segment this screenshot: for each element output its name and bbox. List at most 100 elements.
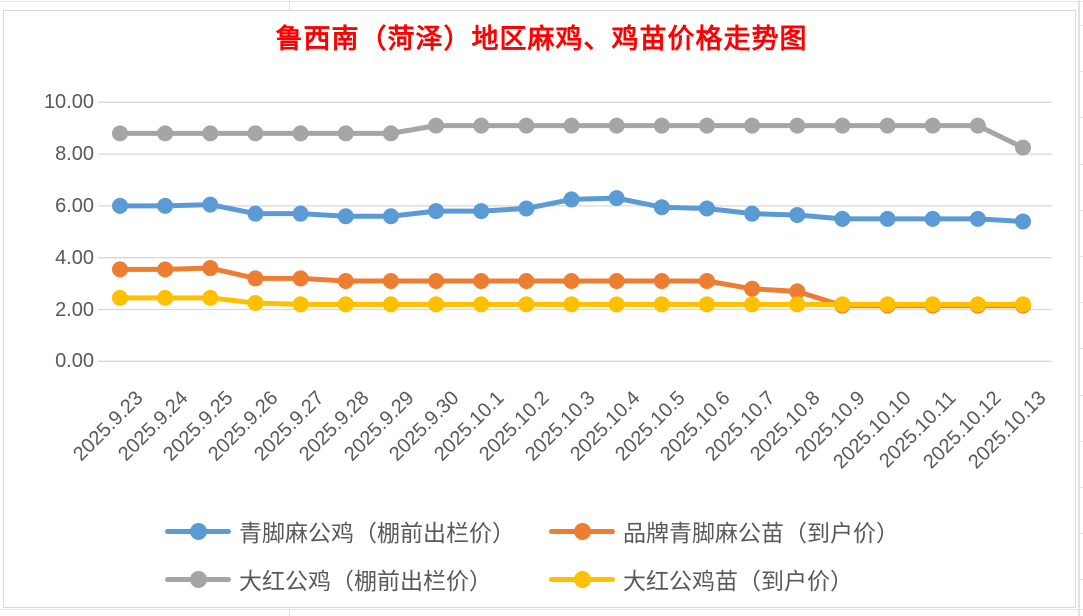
data-point [924, 117, 941, 134]
data-point [924, 210, 941, 227]
data-point [202, 260, 219, 277]
data-point [473, 117, 490, 134]
sheet-row-tick [1078, 579, 1083, 581]
data-point [698, 273, 715, 290]
data-point [112, 125, 128, 142]
sheet-row-line-top [0, 1, 1083, 2]
legend-label: 品牌青脚麻公苗（到户价） [623, 521, 899, 546]
data-point [744, 117, 761, 134]
data-point [247, 270, 264, 287]
legend-label: 大红公鸡苗（到户价） [623, 569, 853, 594]
data-point [789, 283, 806, 300]
data-point [834, 117, 851, 134]
data-point [969, 117, 986, 134]
data-point [337, 273, 354, 290]
data-point [157, 289, 174, 306]
data-point [473, 296, 490, 313]
data-point [382, 296, 399, 313]
data-point [789, 296, 806, 313]
data-point [1015, 296, 1031, 313]
data-point [518, 273, 535, 290]
data-point [428, 273, 445, 290]
legend-item-pinpai-qingjiaoma-gongmiao[interactable]: 品牌青脚麻公苗（到户价） [549, 518, 899, 546]
data-point [247, 125, 264, 142]
data-point [879, 296, 896, 313]
data-point [608, 296, 625, 313]
data-point [428, 117, 445, 134]
data-point [157, 197, 174, 214]
legend-item-dahong-gongjimiao[interactable]: 大红公鸡苗（到户价） [549, 566, 853, 594]
data-point [608, 117, 625, 134]
data-point [202, 289, 219, 306]
data-point [653, 117, 670, 134]
data-point [428, 203, 445, 220]
data-point [744, 205, 761, 222]
sheet-row-tick [1078, 440, 1083, 442]
data-point [292, 125, 309, 142]
data-point [292, 296, 309, 313]
data-point [518, 296, 535, 313]
data-point [879, 117, 896, 134]
data-point [834, 210, 851, 227]
y-axis-label: 2.00 [55, 298, 94, 321]
data-point [292, 205, 309, 222]
data-point [157, 125, 174, 142]
data-point [337, 296, 354, 313]
data-point [608, 273, 625, 290]
sheet-row-tick [1078, 302, 1083, 304]
data-point [969, 296, 986, 313]
data-point [924, 296, 941, 313]
data-point [382, 273, 399, 290]
data-point [608, 190, 625, 207]
data-point [112, 261, 128, 278]
data-point [744, 296, 761, 313]
sheet-row-line-bottom [0, 609, 1083, 610]
data-point [473, 203, 490, 220]
data-point [879, 210, 896, 227]
sheet-row-tick [1078, 25, 1083, 26]
legend-item-dahong-gongji[interactable]: 大红公鸡（棚前出栏价） [165, 566, 492, 594]
sheet-column-line-bottom [289, 609, 290, 616]
data-point [247, 295, 264, 312]
y-axis-label: 10.00 [43, 91, 94, 114]
data-point [518, 117, 535, 134]
chart-title: 鲁西南（菏泽）地区麻鸡、鸡苗价格走势图 [275, 24, 808, 54]
data-point [563, 273, 580, 290]
data-point [563, 191, 580, 208]
sheet-row-tick [1078, 487, 1083, 488]
data-point [112, 289, 128, 306]
data-point [969, 210, 986, 227]
data-point [202, 125, 219, 142]
data-point [112, 197, 128, 214]
data-point [157, 261, 174, 278]
data-point [653, 296, 670, 313]
y-axis-label: 6.00 [55, 194, 94, 217]
sheet-column-line-top [289, 0, 290, 10]
legend-swatch-icon [165, 570, 231, 588]
y-axis-label: 4.00 [55, 246, 94, 269]
data-point [428, 296, 445, 313]
data-point [292, 270, 309, 287]
data-point [1015, 213, 1031, 230]
data-point [473, 273, 490, 290]
y-axis-label: 8.00 [55, 143, 94, 166]
data-point [653, 273, 670, 290]
data-point [744, 280, 761, 297]
legend-swatch-icon [165, 522, 231, 540]
sheet-row-tick [1078, 71, 1083, 73]
sheet-column-line-right [1078, 0, 1080, 616]
data-point [789, 117, 806, 134]
data-point [337, 208, 354, 225]
data-point [1015, 139, 1031, 156]
legend-item-qingjiaoma-gongji[interactable]: 青脚麻公鸡（棚前出栏价） [165, 518, 515, 546]
sheet-row-tick [1078, 209, 1083, 211]
y-axis-label: 0.00 [55, 350, 94, 373]
data-point [202, 196, 219, 213]
legend-label: 大红公鸡（棚前出栏价） [239, 569, 492, 594]
sheet-row-tick [1078, 348, 1083, 350]
data-point [834, 296, 851, 313]
legend-swatch-icon [549, 522, 615, 540]
data-point [698, 296, 715, 313]
